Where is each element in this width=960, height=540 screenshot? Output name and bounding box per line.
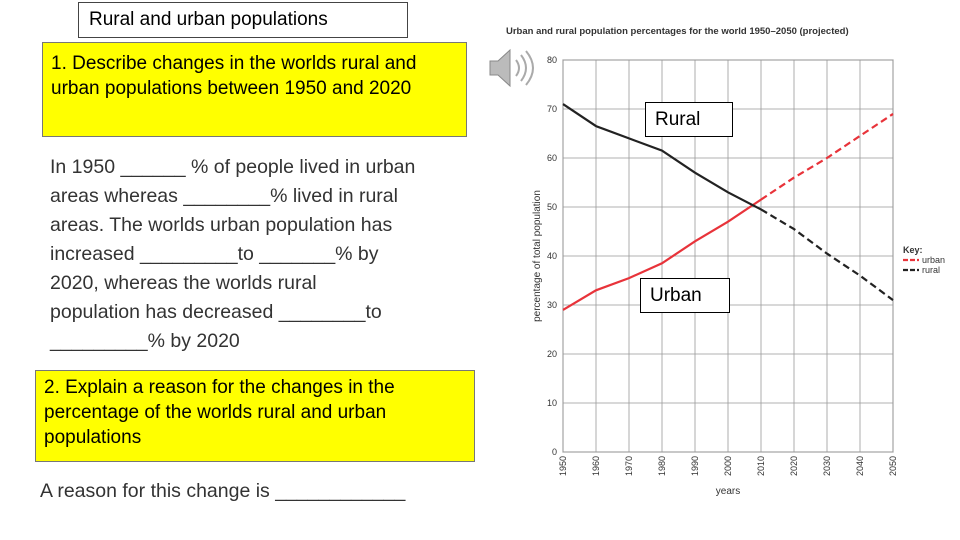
y-tick-label: 20 xyxy=(547,349,557,359)
chart: Urban and rural population percentages f… xyxy=(506,26,945,497)
urban-label: Urban xyxy=(640,278,730,313)
answer-prompt: A reason for this change is ____________ xyxy=(40,480,406,502)
x-tick-label: 2000 xyxy=(723,456,733,476)
x-tick-label: 1950 xyxy=(558,456,568,476)
x-tick-label: 2020 xyxy=(789,456,799,476)
x-axis-label: years xyxy=(716,486,740,497)
x-tick-label: 1960 xyxy=(591,456,601,476)
paragraph-line: 2020, whereas the worlds rural xyxy=(50,272,317,294)
x-tick-label: 2010 xyxy=(756,456,766,476)
series-line xyxy=(562,112,894,311)
x-tick-label: 1970 xyxy=(624,456,634,476)
y-tick-label: 0 xyxy=(552,447,557,457)
legend-label: rural xyxy=(922,265,940,275)
y-tick-label: 70 xyxy=(547,104,557,114)
y-tick-label: 60 xyxy=(547,153,557,163)
y-tick-label: 40 xyxy=(547,251,557,261)
speaker-body xyxy=(489,48,511,88)
x-tick-label: 2050 xyxy=(888,456,898,476)
legend-label: urban xyxy=(922,255,945,265)
paragraph-line: population has decreased ________to xyxy=(50,301,382,323)
rural-label: Rural xyxy=(645,102,733,137)
x-tick-label: 2030 xyxy=(822,456,832,476)
y-axis-label: percentage of total population xyxy=(532,190,543,322)
paragraph-line: areas. The worlds urban population has xyxy=(50,214,393,236)
question-box: 2. Explain a reason for the changes in t… xyxy=(35,370,475,462)
y-tick-label: 50 xyxy=(547,202,557,212)
speaker-waves xyxy=(515,50,534,86)
paragraph-line: _________% by 2020 xyxy=(50,330,240,352)
x-tick-label: 2040 xyxy=(855,456,865,476)
y-tick-label: 30 xyxy=(547,300,557,310)
y-tick-label: 80 xyxy=(547,55,557,65)
y-tick-label: 10 xyxy=(547,398,557,408)
x-tick-label: 1980 xyxy=(657,456,667,476)
x-tick-label: 1990 xyxy=(690,456,700,476)
chart-title: Urban and rural population percentages f… xyxy=(506,26,849,37)
slide-title: Rural and urban populations xyxy=(78,2,408,38)
paragraph-line: increased _________to _______% by xyxy=(50,243,379,265)
speaker-icon xyxy=(489,48,534,88)
paragraph-line: In 1950 ______ % of people lived in urba… xyxy=(50,156,416,178)
worksheet-paragraph: In 1950 ______ % of people lived in urba… xyxy=(50,153,490,356)
paragraph-line: areas whereas ________% lived in rural xyxy=(50,185,398,207)
question-box: 1. Describe changes in the worlds rural … xyxy=(42,42,467,137)
series-line xyxy=(562,103,894,301)
legend-title: Key: xyxy=(903,245,923,255)
